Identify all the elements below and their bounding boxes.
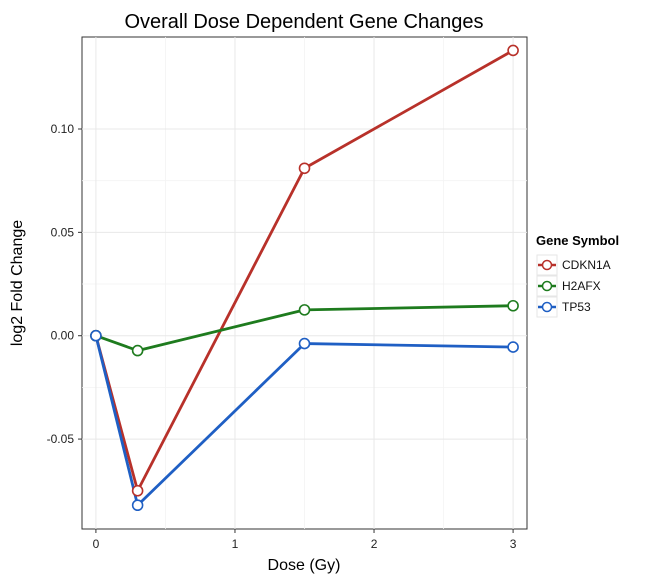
chart-title: Overall Dose Dependent Gene Changes	[124, 11, 483, 33]
data-point-cdkn1a	[298, 162, 311, 175]
x-tick-label: 2	[371, 537, 378, 551]
y-tick-label: 0.00	[51, 329, 75, 343]
y-tick-label: 0.10	[51, 122, 75, 136]
y-tick-label: 0.05	[51, 225, 75, 239]
data-point-cdkn1a	[131, 484, 144, 497]
x-tick-label: 3	[510, 537, 517, 551]
legend-title: Gene Symbol	[536, 233, 619, 248]
data-point-h2afx	[131, 344, 144, 357]
data-point-tp53	[131, 499, 144, 512]
gridlines	[82, 37, 527, 529]
data-point-h2afx	[298, 304, 311, 316]
legend-key-cdkn1a	[536, 254, 558, 276]
data-point-cdkn1a	[507, 44, 519, 57]
legend-key-marker	[541, 301, 553, 313]
legend-label-cdkn1a: CDKN1A	[562, 258, 611, 272]
legend: Gene Symbol CDKN1A H2AFX TP53	[536, 233, 619, 318]
x-tick-label: 1	[232, 537, 239, 551]
series-line-tp53	[94, 335, 514, 507]
series-layer	[90, 44, 519, 512]
x-axis-title: Dose (Gy)	[268, 557, 341, 574]
data-point-tp53	[298, 337, 311, 350]
data-point-h2afx	[507, 299, 519, 312]
y-axis-title: log2 Fold Change	[9, 220, 26, 346]
data-point-tp53	[90, 329, 102, 342]
legend-key-marker	[541, 259, 553, 271]
data-point-tp53	[507, 341, 519, 353]
legend-key-h2afx	[536, 275, 558, 297]
x-tick-label: 0	[93, 537, 100, 551]
legend-key-marker	[541, 280, 553, 292]
y-tick-label: -0.05	[47, 432, 75, 446]
legend-label-h2afx: H2AFX	[562, 279, 601, 293]
series-line-h2afx	[95, 304, 514, 352]
legend-key-tp53	[536, 296, 558, 318]
legend-label-tp53: TP53	[562, 300, 591, 314]
axis-ticks: 0 1 2 3 -0.05 0.00 0.05 0.10	[47, 122, 517, 551]
